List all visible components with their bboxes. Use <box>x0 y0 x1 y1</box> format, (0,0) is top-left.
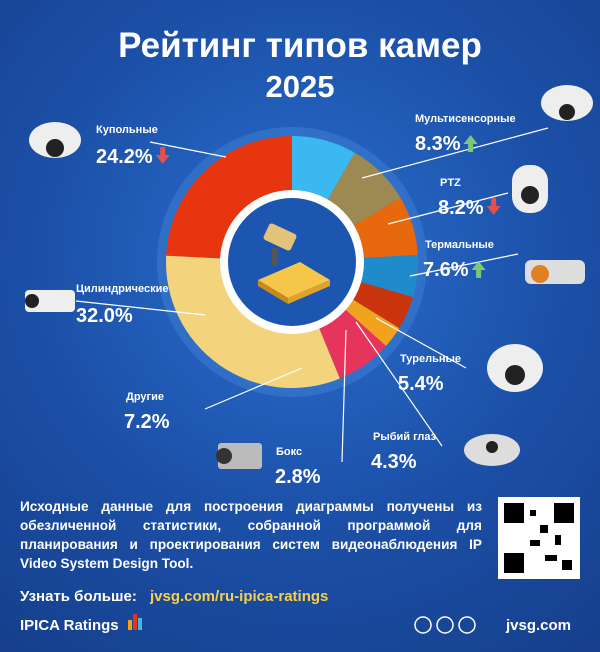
category-label: PTZ <box>440 177 461 189</box>
labels: Мультисенсорные 8.3% PTZ 8.2% Термальные 7.6%… <box>75 113 549 488</box>
site[interactable]: jvsg.com <box>505 617 571 634</box>
category-label: Термальные <box>425 239 494 251</box>
more-label: Узнать больше: <box>20 588 137 605</box>
value-label: 2.8% <box>275 466 321 488</box>
value-label: 32.0% <box>76 305 133 327</box>
leader-line <box>355 321 443 447</box>
category-label: Турельные <box>400 353 461 365</box>
camera-icons <box>25 85 593 469</box>
chart-title: Рейтинг типов камер <box>118 26 482 65</box>
category-label: Цилиндрические <box>76 283 169 295</box>
value-label: 4.3% <box>371 451 417 473</box>
category-label: Мультисенсорные <box>415 113 516 125</box>
category-label: Рыбий глаз <box>373 431 437 443</box>
slice <box>341 296 400 346</box>
brand-icon <box>128 614 142 630</box>
description: Исходные данные для построения диаграммы… <box>20 499 482 571</box>
slice <box>166 136 292 259</box>
leader-line <box>75 300 206 316</box>
value-label: 8.2% <box>438 197 484 219</box>
value-label: 5.4% <box>398 373 444 395</box>
hole <box>228 198 356 326</box>
donut <box>165 136 418 389</box>
slice <box>324 152 401 229</box>
leader-line <box>149 141 227 158</box>
leader-line <box>375 317 467 369</box>
center-icon <box>258 223 330 304</box>
slice <box>292 136 355 205</box>
leader-line <box>341 329 347 463</box>
trend-arrow <box>486 198 501 215</box>
slice <box>355 254 418 298</box>
leader-line <box>204 367 303 410</box>
slice <box>348 280 413 329</box>
trend-arrow <box>463 135 478 152</box>
leader-line <box>361 127 549 179</box>
category-label: Бокс <box>276 446 302 458</box>
slice <box>317 305 386 379</box>
link[interactable]: jvsg.com/ru-ipica-ratings <box>149 588 328 605</box>
chart-subtitle: 2025 <box>266 69 335 104</box>
qr-pattern <box>504 503 574 573</box>
slice <box>348 197 418 259</box>
leader-line <box>387 192 509 225</box>
brand: IPICA Ratings <box>20 617 119 634</box>
value-label: 24.2% <box>96 146 153 168</box>
trend-arrow <box>155 147 170 164</box>
value-label: 8.3% <box>415 133 461 155</box>
value-label: 7.2% <box>124 411 170 433</box>
category-label: Купольные <box>96 124 158 136</box>
category-label: Другие <box>126 391 164 403</box>
value-label: 7.6% <box>423 259 469 281</box>
license-icons <box>414 616 476 634</box>
leader-line <box>409 253 519 277</box>
trend-arrow <box>471 261 486 278</box>
